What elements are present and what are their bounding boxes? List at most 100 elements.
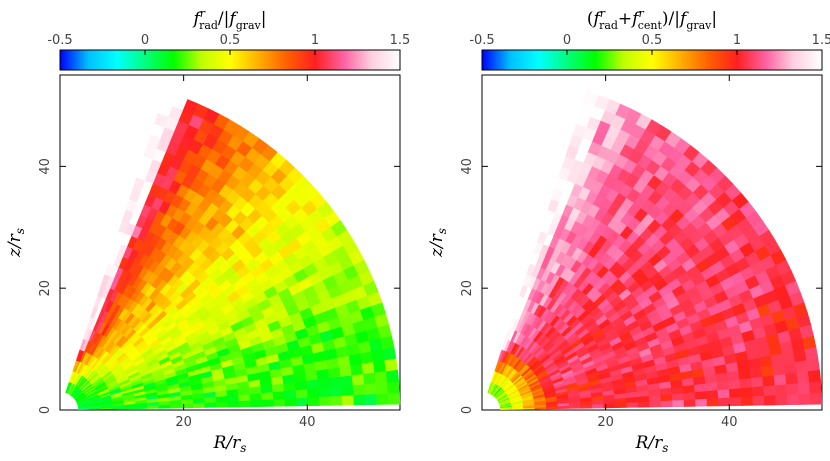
heatmap-cell <box>372 359 387 373</box>
heatmap-cell <box>649 400 662 408</box>
heatmap-cell <box>340 374 354 387</box>
heatmap-cell <box>261 391 274 400</box>
heatmap-cell <box>272 390 286 400</box>
heatmap-cell <box>284 389 297 399</box>
colorbar-tick-label: -0.5 <box>47 33 72 48</box>
y-axis-label: z/rs <box>5 228 27 258</box>
heatmap-cell <box>318 395 332 406</box>
heatmap-cell <box>763 394 777 406</box>
heatmap-cell <box>728 378 742 390</box>
heatmap-cell <box>706 397 719 407</box>
heatmap-cell <box>364 393 378 406</box>
heatmap-cell <box>363 372 377 385</box>
x-tick-label: 20 <box>175 415 192 430</box>
heatmap-cell <box>783 361 798 375</box>
x-tick-label: 20 <box>597 415 614 430</box>
heatmap-cell <box>353 394 366 406</box>
x-axis-label: R/rs <box>213 433 247 455</box>
heatmap-cell <box>318 386 332 398</box>
heatmap-cell <box>694 390 708 400</box>
heatmap-cell <box>740 395 754 406</box>
heatmap-cell <box>796 370 810 384</box>
colorbar-tick-label: 1 <box>311 33 319 48</box>
heatmap-cell <box>161 91 177 107</box>
heatmap-cell <box>808 380 822 394</box>
heatmap-cell <box>284 397 297 407</box>
heatmap-cell <box>341 394 355 406</box>
heatmap-cell <box>683 391 696 400</box>
heatmap-cell <box>729 396 742 407</box>
heatmap-cell <box>295 388 309 399</box>
heatmap-cell <box>773 373 787 386</box>
heatmap-cell <box>718 397 731 407</box>
colorbar-tick-label: 1.5 <box>812 33 830 48</box>
heatmap-cell <box>386 380 400 394</box>
heatmap-cell <box>384 357 398 372</box>
heatmap-cell <box>809 392 823 405</box>
heatmap-cell <box>752 395 765 406</box>
heatmap-cell <box>786 382 799 395</box>
colorbar-tick-label: 0.5 <box>220 33 241 48</box>
colorbar-tick-label: -0.5 <box>469 33 494 48</box>
heatmap-cell <box>806 357 820 372</box>
y-tick-label: 20 <box>38 280 53 297</box>
colorbar-tick-label: 0 <box>563 33 571 48</box>
heatmap-cell <box>660 399 674 408</box>
x-axis-label: R/rs <box>635 433 669 455</box>
heatmap-cell <box>227 400 240 408</box>
heatmap-cell <box>583 91 599 107</box>
heatmap-cell <box>352 383 366 396</box>
y-axis-label: z/rs <box>427 228 449 258</box>
heatmap-cell <box>794 359 809 373</box>
heatmap-cell <box>328 376 342 388</box>
heatmap-cell <box>329 385 343 397</box>
heatmap-cell <box>785 372 799 385</box>
heatmap-field <box>65 91 401 410</box>
heatmap-cell <box>683 398 696 407</box>
heatmap-cell <box>307 396 320 407</box>
colorbar-tick-label: 1 <box>733 33 741 48</box>
heatmap-cell <box>306 387 320 398</box>
heatmap-cell <box>797 381 811 395</box>
heatmap-cell <box>637 401 651 408</box>
heatmap-cell <box>204 401 217 408</box>
heatmap-cell <box>774 383 788 396</box>
heatmap-cell <box>717 388 731 399</box>
heatmap-cell <box>317 377 331 389</box>
heatmap-cell <box>351 373 365 386</box>
heatmap-cell <box>740 386 754 398</box>
heatmap-cell <box>385 369 400 383</box>
heatmap-cell <box>695 398 708 407</box>
heatmap-cell <box>786 393 800 406</box>
colorbar-tick-label: 0.5 <box>642 33 663 48</box>
y-tick-label: 40 <box>460 158 475 175</box>
x-tick-label: 40 <box>721 415 738 430</box>
heatmap-cell <box>798 392 811 405</box>
heatmap-cell <box>250 399 263 408</box>
heatmap-cell <box>739 377 753 389</box>
x-tick-label: 40 <box>299 415 316 430</box>
heatmap-field <box>487 91 823 410</box>
heatmap-cell <box>376 392 389 405</box>
heatmap-cell <box>750 376 764 388</box>
heatmap-cell <box>330 395 343 406</box>
heatmap-cell <box>296 397 309 407</box>
heatmap-cell <box>341 384 355 396</box>
y-tick-label: 20 <box>460 280 475 297</box>
heatmap-cell <box>706 389 719 399</box>
heatmap-cell <box>626 401 639 408</box>
heatmap-cell <box>238 399 252 408</box>
heatmap-cell <box>672 399 685 408</box>
y-tick-label: 0 <box>460 406 475 414</box>
colorbar-tick-label: 1.5 <box>390 33 411 48</box>
heatmap-cell <box>775 394 788 406</box>
heatmap-cell <box>375 381 389 395</box>
heatmap-cell <box>215 401 229 408</box>
heatmap-cell <box>361 361 376 375</box>
heatmap-cell <box>763 384 777 396</box>
heatmap-cell <box>273 398 286 407</box>
